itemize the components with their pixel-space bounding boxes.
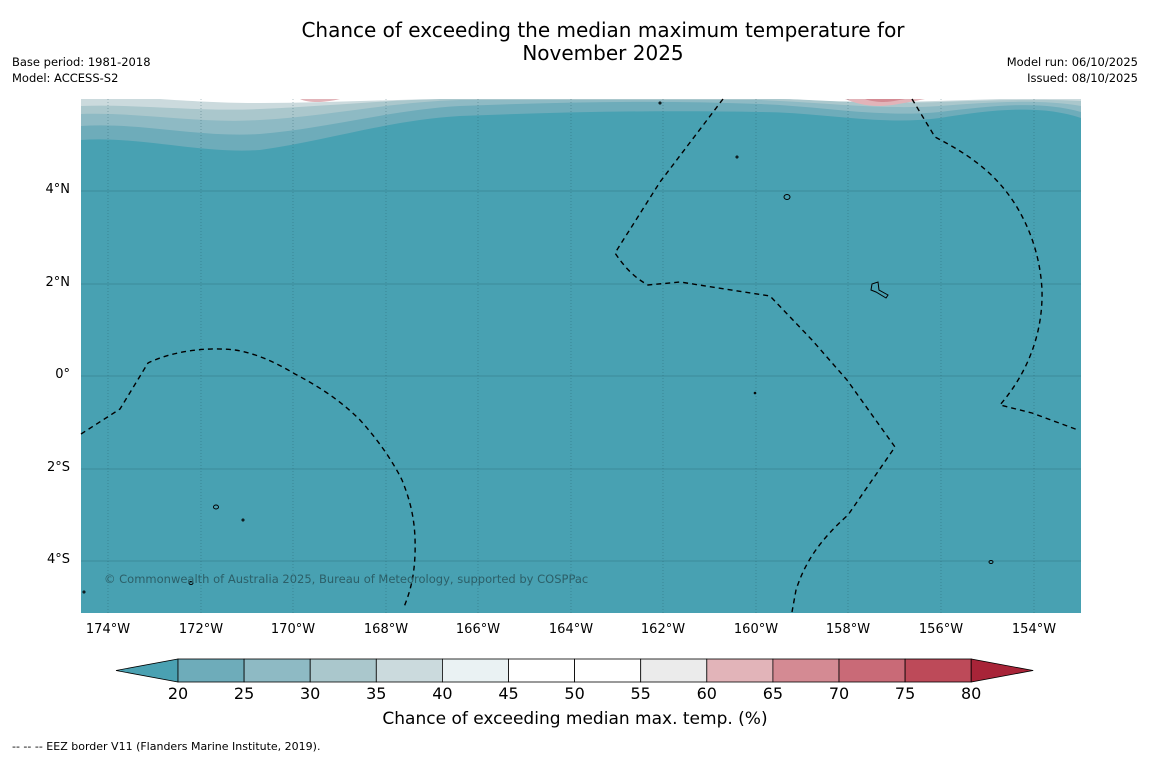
island bbox=[213, 504, 219, 510]
colorbar-tick-label: 75 bbox=[894, 684, 916, 703]
lon-label-160w: 160°W bbox=[733, 622, 779, 637]
colorbar-tick-label: 30 bbox=[300, 684, 321, 703]
colorbar-segment bbox=[441, 658, 509, 683]
colorbar-tick-label: 80 bbox=[961, 684, 982, 703]
island bbox=[241, 518, 245, 522]
lon-label-154w: 154°W bbox=[1011, 622, 1057, 637]
island bbox=[870, 281, 889, 299]
colorbar-segment bbox=[375, 658, 443, 683]
island bbox=[82, 590, 86, 594]
colorbar-segment bbox=[177, 658, 245, 683]
colorbar-segment bbox=[508, 658, 575, 683]
colorbar-tick-label: 50 bbox=[564, 684, 585, 703]
eez-border-west bbox=[80, 348, 416, 608]
lon-label-156w: 156°W bbox=[918, 622, 964, 637]
eez-borders bbox=[80, 98, 1079, 613]
colorbar-extend-high bbox=[970, 658, 1034, 683]
colorbar-tick-label: 40 bbox=[432, 684, 453, 703]
lat-label-4n: 4°N bbox=[45, 182, 71, 197]
colorbar-tick-label: 65 bbox=[762, 684, 784, 703]
island bbox=[188, 581, 194, 585]
eez-border-east bbox=[911, 98, 1079, 431]
lon-label-172w: 172°W bbox=[178, 622, 224, 637]
lat-label-2n: 2°N bbox=[45, 275, 71, 290]
colorbar-tick-label: 25 bbox=[233, 684, 255, 703]
colorbar-tick-label: 20 bbox=[167, 684, 189, 703]
colorbar-tick-label: 45 bbox=[498, 684, 519, 703]
colorbar-segment bbox=[706, 658, 774, 683]
title-line-2: November 2025 bbox=[522, 41, 684, 65]
model-run-text: Model run: 06/10/2025 bbox=[1006, 55, 1138, 69]
colorbar-label: Chance of exceeding median max. temp. (%… bbox=[382, 709, 768, 729]
island bbox=[783, 194, 791, 200]
lon-label-164w: 164°W bbox=[548, 622, 594, 637]
colorbar-segment bbox=[243, 658, 311, 683]
colorbar bbox=[115, 658, 1034, 683]
title-line-1: Chance of exceeding the median maximum t… bbox=[301, 18, 905, 42]
island bbox=[735, 155, 739, 159]
map-plot-area bbox=[81, 99, 1081, 613]
colorbar-tick-label: 60 bbox=[696, 684, 717, 703]
colorbar-tick-label: 70 bbox=[828, 684, 850, 703]
graticule bbox=[81, 99, 1081, 613]
colorbar-segment bbox=[772, 658, 840, 683]
meta-right: Model run: 06/10/2025 Issued: 08/10/2025 bbox=[1007, 54, 1138, 86]
colorbar-tick-label: 55 bbox=[630, 684, 651, 703]
islands bbox=[82, 101, 994, 594]
lon-label-174w: 174°W bbox=[85, 622, 131, 637]
lon-label-158w: 158°W bbox=[825, 622, 871, 637]
lat-label-2s: 2°S bbox=[46, 460, 70, 475]
colorbar-segment bbox=[904, 658, 972, 683]
island bbox=[753, 391, 757, 395]
lon-label-166w: 166°W bbox=[455, 622, 501, 637]
lat-label-4s: 4°S bbox=[46, 552, 70, 567]
lat-label-0: 0° bbox=[55, 367, 70, 382]
eez-legend-text: -- -- -- EEZ border V11 (Flanders Marine… bbox=[12, 740, 321, 753]
lon-label-168w: 168°W bbox=[363, 622, 409, 637]
lon-label-170w: 170°W bbox=[270, 622, 316, 637]
issued-text: Issued: 08/10/2025 bbox=[1027, 71, 1138, 85]
island bbox=[988, 560, 994, 564]
lon-label-162w: 162°W bbox=[640, 622, 686, 637]
colorbar-tick-label: 35 bbox=[366, 684, 387, 703]
eez-border-central bbox=[614, 98, 896, 613]
colorbar-segment bbox=[309, 658, 377, 683]
base-period-text: Base period: 1981-2018 bbox=[12, 55, 151, 69]
colorbar-segment bbox=[574, 658, 642, 683]
colorbar-segment bbox=[838, 658, 906, 683]
meta-left: Base period: 1981-2018 Model: ACCESS-S2 bbox=[12, 54, 151, 86]
north-anomaly-bands bbox=[81, 99, 1081, 151]
island bbox=[658, 101, 662, 105]
model-text: Model: ACCESS-S2 bbox=[12, 71, 119, 85]
colorbar-extend-low bbox=[115, 658, 179, 683]
map-title: Chance of exceeding the median maximum t… bbox=[0, 19, 1150, 65]
colorbar-segment bbox=[640, 658, 708, 683]
copyright-text: © Commonwealth of Australia 2025, Bureau… bbox=[104, 572, 589, 586]
